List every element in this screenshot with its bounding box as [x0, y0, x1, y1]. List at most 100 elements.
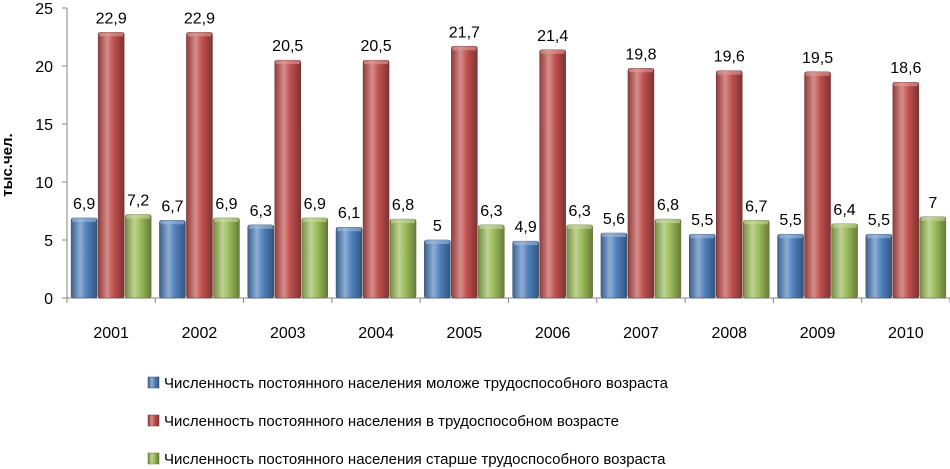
legend-swatch-3 [147, 452, 160, 465]
data-label-series-1-2006: 4,9 [515, 219, 537, 236]
data-label-series-2-2008: 19,6 [714, 49, 745, 66]
bar-cap [655, 219, 680, 224]
legend-label-1: Численность постоянного населения моложе… [164, 375, 669, 392]
bar-series-3-2001 [124, 214, 152, 299]
data-label-series-2-2003: 20,5 [272, 38, 303, 55]
y-tick-label: 0 [44, 291, 53, 308]
bar-series-3-2007 [654, 218, 682, 299]
bar-series-2-2006 [539, 49, 566, 299]
data-label-series-2-2009: 19,5 [802, 50, 833, 67]
bar-series-3-2005 [478, 224, 505, 299]
y-tick-label: 20 [35, 59, 53, 76]
data-label-series-2-2006: 21,4 [537, 28, 568, 45]
bar-series-1-2007 [600, 232, 628, 299]
legend: Численность постоянного населения моложе… [147, 375, 669, 468]
bar-cap [425, 240, 450, 244]
bar-cap [805, 71, 830, 76]
bar-series-3-2002 [213, 217, 240, 299]
y-tick-label: 5 [44, 233, 53, 250]
bar-series-3-2008 [743, 220, 770, 299]
data-label-series-3-2005: 6,3 [480, 203, 502, 220]
data-label-series-3-2008: 6,7 [745, 198, 767, 215]
bar-cap [337, 227, 362, 232]
bar-series-2-2001 [97, 32, 125, 299]
bar-series-2-2004 [362, 59, 390, 299]
bar-series-1-2009 [777, 233, 804, 299]
bar-series-2-2008 [716, 70, 743, 299]
data-label-series-2-2004: 20,5 [360, 38, 391, 55]
legend-swatch-2 [147, 414, 160, 427]
x-tick-label: 2008 [711, 325, 747, 342]
y-tick-label: 10 [35, 175, 53, 192]
bar-cap [513, 241, 538, 246]
bar-cap [778, 234, 803, 239]
bar-series-2-2010 [892, 81, 920, 299]
bar-cap [391, 219, 416, 224]
legend-swatch-1 [147, 376, 160, 389]
bar-cap [690, 234, 715, 239]
bar-cap [717, 70, 742, 75]
legend-label-2: Численность постоянного населения в труд… [164, 413, 619, 430]
bar-series-1-2002 [159, 220, 186, 299]
bar-cap [479, 224, 504, 229]
bar-cap [99, 32, 124, 37]
x-tick-label: 2010 [888, 325, 924, 342]
bar-series-1-2008 [689, 233, 716, 299]
data-label-series-2-2005: 21,7 [449, 24, 480, 41]
data-label-series-3-2010: 7 [928, 195, 937, 212]
bar-series-3-2004 [389, 218, 417, 299]
bar-series-1-2006 [512, 240, 539, 299]
data-label-series-1-2007: 5,6 [603, 211, 625, 228]
x-tick-label: 2002 [182, 325, 218, 342]
bar-series-2-2003 [274, 59, 301, 299]
bar-cap [832, 223, 857, 228]
data-label-series-2-2001: 22,9 [96, 10, 127, 27]
x-tick-label: 2009 [800, 325, 836, 342]
x-tick-label: 2003 [270, 325, 306, 342]
bar-series-2-2009 [804, 71, 831, 299]
data-label-series-3-2003: 6,9 [304, 196, 326, 213]
x-tick-label: 2005 [447, 325, 483, 342]
bar-cap [920, 216, 945, 221]
data-label-series-3-2009: 6,4 [833, 202, 855, 219]
bar-series-3-2003 [301, 217, 328, 299]
bar-series-3-2009 [831, 223, 858, 299]
data-label-series-1-2009: 5,5 [779, 212, 801, 229]
data-label-series-1-2010: 5,5 [868, 212, 890, 229]
x-tick-label: 2006 [535, 325, 571, 342]
bar-cap [72, 217, 97, 222]
y-tick-label: 25 [35, 1, 53, 18]
bar-series-1-2005 [424, 239, 451, 299]
data-label-series-1-2002: 6,7 [161, 198, 183, 215]
y-axis-title: тыс.чел. [0, 133, 16, 196]
bar-series-3-2010 [919, 216, 947, 299]
x-tick-label: 2001 [93, 325, 129, 342]
bar-cap [214, 217, 239, 222]
data-label-series-1-2003: 6,3 [250, 203, 272, 220]
y-tick-label: 15 [35, 117, 53, 134]
bar-cap [452, 46, 477, 51]
bar-series-2-2005 [451, 46, 478, 299]
bar-series-1-2004 [335, 226, 363, 299]
bar-cap [302, 217, 327, 222]
bar-series-1-2010 [865, 233, 893, 299]
data-label-series-2-2007: 19,8 [625, 46, 656, 63]
bar-cap [601, 233, 626, 238]
bar-cap [866, 234, 891, 239]
x-tick-label: 2007 [623, 325, 659, 342]
bar-cap [893, 82, 918, 87]
bar-cap [744, 220, 769, 225]
bar-cap [364, 60, 389, 65]
bar-series-2-2002 [186, 32, 213, 299]
data-label-series-1-2008: 5,5 [691, 212, 713, 229]
data-label-series-1-2001: 6,9 [73, 196, 95, 213]
data-label-series-3-2001: 7,2 [127, 192, 149, 209]
bar-series-1-2003 [247, 224, 274, 299]
bar-cap [248, 224, 273, 229]
data-label-series-2-2010: 18,6 [890, 60, 921, 77]
data-label-series-3-2004: 6,8 [392, 197, 414, 214]
data-label-series-3-2006: 6,3 [569, 203, 591, 220]
x-tick-label: 2004 [358, 325, 394, 342]
bar-cap [126, 214, 151, 219]
